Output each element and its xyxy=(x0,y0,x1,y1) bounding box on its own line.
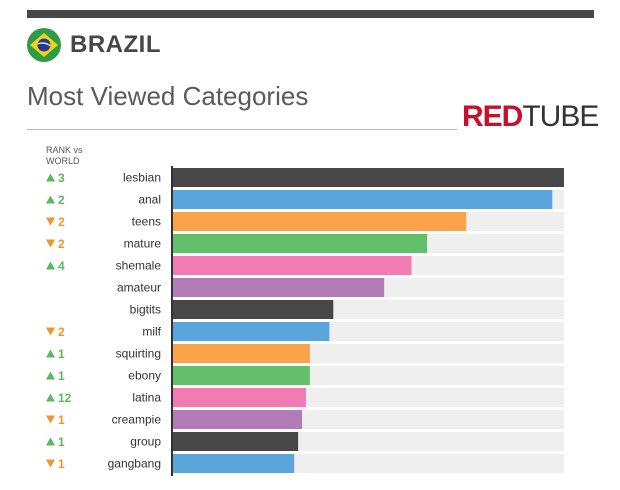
category-label: latina xyxy=(132,391,161,405)
category-label: anal xyxy=(138,193,161,207)
rank-change-value: 3 xyxy=(58,171,65,185)
rank-down-icon xyxy=(46,415,55,424)
rank-change-value: 2 xyxy=(58,325,65,339)
rank-up-icon xyxy=(46,393,55,402)
category-label: mature xyxy=(124,237,162,251)
bar-creampie xyxy=(173,410,303,429)
rank-change-value: 1 xyxy=(58,435,65,449)
bar-teens xyxy=(173,212,467,231)
country-title: BRAZIL xyxy=(70,31,161,58)
rank-header-line2: WORLD xyxy=(46,156,80,166)
category-label: creampie xyxy=(112,413,162,427)
rank-up-icon xyxy=(46,437,55,446)
rank-down-icon xyxy=(46,327,55,336)
rank-change-value: 2 xyxy=(58,193,65,207)
category-label: squirting xyxy=(116,347,161,361)
rank-change-value: 4 xyxy=(58,259,65,273)
category-label: teens xyxy=(132,215,161,229)
brazil-flag-icon xyxy=(27,28,61,62)
rank-down-icon xyxy=(46,217,55,226)
bar-milf xyxy=(173,322,330,341)
rank-down-icon xyxy=(46,459,55,468)
bar-anal xyxy=(173,190,553,209)
rank-up-icon xyxy=(46,195,55,204)
logo-dark-part: TUBE xyxy=(522,100,599,133)
rank-change-value: 12 xyxy=(58,391,72,405)
bar-group xyxy=(173,432,299,451)
title-rule xyxy=(27,129,457,130)
rank-change-value: 1 xyxy=(58,347,65,361)
redtube-logo: REDTUBE xyxy=(462,100,599,134)
category-label: gangbang xyxy=(108,457,161,471)
rank-up-icon xyxy=(46,261,55,270)
bar-bigtits xyxy=(173,300,334,319)
category-label: ebony xyxy=(128,369,161,383)
rank-up-icon xyxy=(46,371,55,380)
rank-change-value: 1 xyxy=(58,413,65,427)
rank-change-value: 1 xyxy=(58,457,65,471)
category-label: bigtits xyxy=(130,303,161,317)
category-label: lesbian xyxy=(123,171,161,185)
top-bar xyxy=(27,10,594,18)
bar-lesbian xyxy=(173,168,564,187)
rank-change-value: 2 xyxy=(58,237,65,251)
category-label: shemale xyxy=(116,259,162,273)
bar-gangbang xyxy=(173,454,295,473)
bar-latina xyxy=(173,388,306,407)
category-label: milf xyxy=(142,325,161,339)
rank-change-value: 1 xyxy=(58,369,65,383)
category-label: group xyxy=(130,435,161,449)
rank-up-icon xyxy=(46,173,55,182)
logo-red-part: RED xyxy=(462,100,523,133)
category-label: amateur xyxy=(117,281,161,295)
bar-shemale xyxy=(173,256,412,275)
rank-change-value: 2 xyxy=(58,215,65,229)
bar-amateur xyxy=(173,278,385,297)
chart-subtitle: Most Viewed Categories xyxy=(27,81,309,111)
rank-header-line1: RANK vs xyxy=(46,145,83,155)
bar-mature xyxy=(173,234,428,253)
rank-up-icon xyxy=(46,349,55,358)
bar-ebony xyxy=(173,366,310,385)
rank-header: RANK vs WORLD xyxy=(46,145,83,167)
rank-down-icon xyxy=(46,239,55,248)
bar-squirting xyxy=(173,344,310,363)
